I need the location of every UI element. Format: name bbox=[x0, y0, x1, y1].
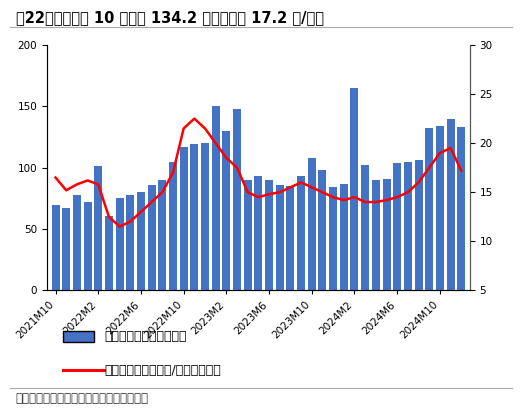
Bar bbox=[52, 204, 60, 290]
Bar bbox=[84, 202, 91, 290]
Bar bbox=[329, 187, 337, 290]
Bar bbox=[115, 198, 124, 290]
Bar bbox=[73, 195, 81, 290]
Text: 数据来源：牧原股份公告、开源证券研究所: 数据来源：牧原股份公告、开源证券研究所 bbox=[16, 392, 149, 405]
Bar bbox=[404, 162, 412, 290]
Bar bbox=[137, 192, 145, 290]
Bar bbox=[447, 119, 455, 290]
Text: 销售收入（亿元，左轴）: 销售收入（亿元，左轴） bbox=[104, 330, 187, 343]
Bar bbox=[425, 128, 433, 290]
Bar bbox=[350, 88, 359, 290]
Bar bbox=[383, 179, 390, 290]
Bar bbox=[105, 216, 113, 290]
Bar bbox=[457, 127, 465, 290]
Bar bbox=[297, 176, 305, 290]
Bar bbox=[414, 160, 422, 290]
Bar bbox=[436, 126, 444, 290]
Bar bbox=[233, 109, 241, 290]
Bar bbox=[191, 144, 198, 290]
Bar bbox=[212, 106, 220, 290]
Bar bbox=[222, 131, 230, 290]
Bar bbox=[158, 180, 167, 290]
Bar bbox=[94, 166, 102, 290]
Bar bbox=[276, 185, 284, 290]
Bar bbox=[180, 147, 187, 290]
Bar bbox=[393, 163, 401, 290]
Text: 商品猪销售均价（元/公斤，右轴）: 商品猪销售均价（元/公斤，右轴） bbox=[104, 364, 221, 377]
Bar bbox=[148, 185, 156, 290]
Bar bbox=[340, 184, 348, 290]
Bar bbox=[62, 208, 70, 290]
Bar bbox=[201, 143, 209, 290]
Bar bbox=[372, 180, 380, 290]
Bar bbox=[169, 162, 177, 290]
Bar bbox=[287, 186, 294, 290]
Bar bbox=[361, 165, 369, 290]
Bar bbox=[265, 180, 273, 290]
Bar bbox=[308, 158, 316, 290]
Bar bbox=[244, 180, 252, 290]
Text: 图22：牧原股份 10 月收入 134.2 亿元，均价 17.2 元/公斤: 图22：牧原股份 10 月收入 134.2 亿元，均价 17.2 元/公斤 bbox=[16, 10, 324, 25]
Bar bbox=[254, 176, 263, 290]
Bar bbox=[126, 195, 134, 290]
Bar bbox=[318, 170, 326, 290]
